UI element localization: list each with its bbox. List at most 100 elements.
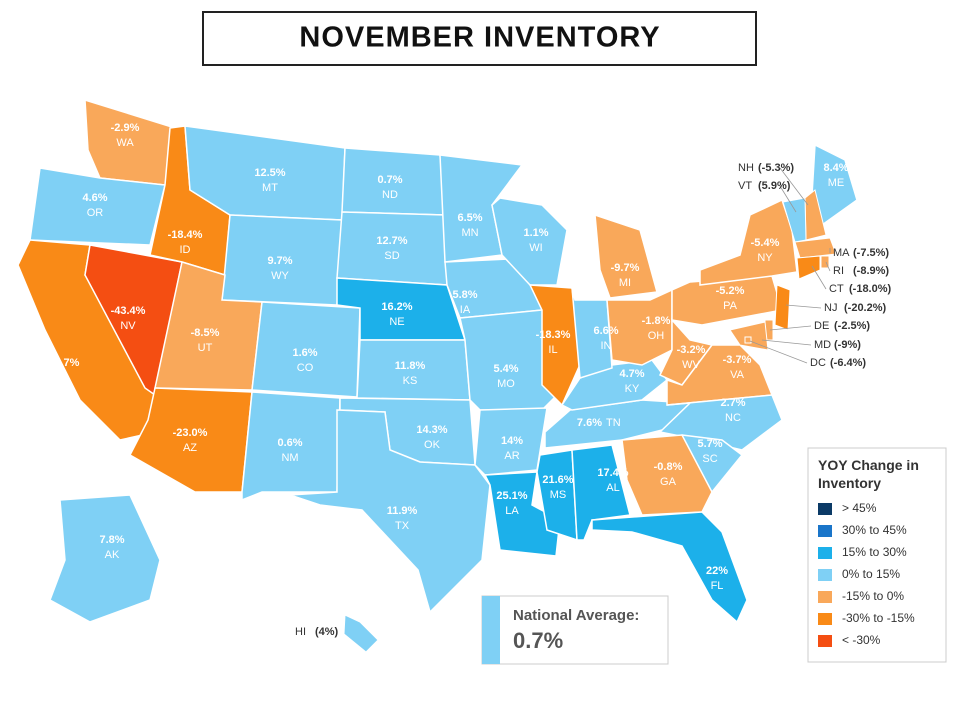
state-name: GA <box>660 476 677 488</box>
national-average-value: 0.7% <box>513 628 563 653</box>
state-value: -18.4% <box>168 229 203 241</box>
state-name: AZ <box>183 442 197 454</box>
state-value: 14% <box>501 435 523 447</box>
state-value: 11.8% <box>395 360 426 372</box>
state-shape <box>729 321 769 351</box>
callout-name: NJ <box>824 302 837 314</box>
state-value: -5.2% <box>716 285 745 297</box>
state-name: NV <box>120 320 136 332</box>
state-value: -8.5% <box>191 327 220 339</box>
state-name: MT <box>262 182 278 194</box>
labels: -2.9% WA 4.6% OR -17.7% CA -43.4% NV -18.4% ID 12.… <box>45 122 892 638</box>
state-name: AK <box>105 549 120 561</box>
state-name: OH <box>648 330 665 342</box>
state-value: 22% <box>706 565 728 577</box>
state-name: WY <box>271 270 289 282</box>
state-name: MI <box>619 277 631 289</box>
state-value: 1.1% <box>523 227 548 239</box>
callout-value: (-9%) <box>834 339 861 351</box>
callout-line <box>769 325 812 331</box>
state-shape <box>491 197 568 286</box>
state-name: LA <box>505 505 519 517</box>
callout-line <box>749 340 808 364</box>
state-name: NC <box>725 412 741 424</box>
state-shape <box>336 211 448 286</box>
legend-title-line: YOY Change in <box>818 457 919 473</box>
state-name: MS <box>550 489 567 501</box>
callout-name: MA <box>833 247 850 259</box>
state-shape <box>794 237 837 259</box>
state-shape <box>699 198 798 286</box>
state-shape <box>536 449 578 542</box>
state-shape <box>49 494 161 623</box>
legend-title: YOY Change in Inventory <box>818 457 919 491</box>
callout-value: (5.9%) <box>758 180 791 192</box>
state-value: 14.3% <box>416 424 447 436</box>
state-name: IN <box>601 340 612 352</box>
state-value: 0.7% <box>377 174 402 186</box>
legend-swatch <box>818 613 832 625</box>
state-value: 7.6% <box>577 417 602 429</box>
state-value: 1.6% <box>292 347 317 359</box>
state-value: -0.8% <box>654 461 683 473</box>
state-name: ME <box>828 177 845 189</box>
state-name: MN <box>461 227 478 239</box>
legend-label: 0% to 15% <box>842 567 900 581</box>
state-shape <box>594 213 658 299</box>
state-value: 16.2% <box>381 301 412 313</box>
state-name: NE <box>389 316 404 328</box>
state-value: 4.6% <box>82 192 107 204</box>
state-name: WA <box>116 137 134 149</box>
callout-name: NH <box>738 162 754 174</box>
callout-value: (-8.9%) <box>853 265 889 277</box>
state-value: 17.4% <box>597 467 628 479</box>
state-value: 21.6% <box>542 474 573 486</box>
states <box>17 98 858 653</box>
legend-label: 30% to 45% <box>842 523 907 537</box>
state-name: CO <box>297 362 314 374</box>
callout-name: MD <box>814 339 831 351</box>
state-value: 6.5% <box>457 212 482 224</box>
title-box <box>202 11 757 66</box>
state-value: -5.4% <box>751 237 780 249</box>
callout-value: (4%) <box>315 626 339 638</box>
national-average-box <box>481 595 669 665</box>
state-name: SC <box>702 453 717 465</box>
callout-name: RI <box>833 265 844 277</box>
state-value: -17.7% <box>45 357 80 369</box>
legend-label: -30% to -15% <box>842 611 915 625</box>
state-value: 8.4% <box>823 162 848 174</box>
state-name: CA <box>54 372 70 384</box>
state-value: 5.7% <box>697 438 722 450</box>
callout-value: (-2.5%) <box>834 320 870 332</box>
legend-swatch <box>818 635 832 647</box>
state-shape <box>796 255 821 280</box>
state-value: 7.8% <box>99 534 124 546</box>
state-name: PA <box>723 300 738 312</box>
state-shape <box>289 409 491 614</box>
state-name: IA <box>460 304 471 316</box>
legend-label: > 45% <box>842 501 877 515</box>
state-value: 5.8% <box>452 289 477 301</box>
callout-line <box>779 185 797 213</box>
callout-name: VT <box>738 180 752 192</box>
state-value: -3.7% <box>723 354 752 366</box>
state-name: UT <box>198 342 213 354</box>
state-name: SD <box>384 250 399 262</box>
state-value: 11.9% <box>387 505 418 517</box>
national-average-swatch <box>482 596 500 664</box>
legend-label: 15% to 30% <box>842 545 907 559</box>
state-value: -23.0% <box>173 427 208 439</box>
state-name: MO <box>497 378 515 390</box>
state-name: NM <box>281 452 298 464</box>
callout-name: CT <box>829 283 844 295</box>
state-name: TX <box>395 520 410 532</box>
state-value: -3.2% <box>677 344 706 356</box>
state-value: 9.7% <box>267 255 292 267</box>
callout-value: (-18.0%) <box>849 283 892 295</box>
legend-swatch <box>818 525 832 537</box>
state-shape <box>571 287 613 379</box>
state-name: NY <box>757 252 773 264</box>
state-name: OK <box>424 439 441 451</box>
